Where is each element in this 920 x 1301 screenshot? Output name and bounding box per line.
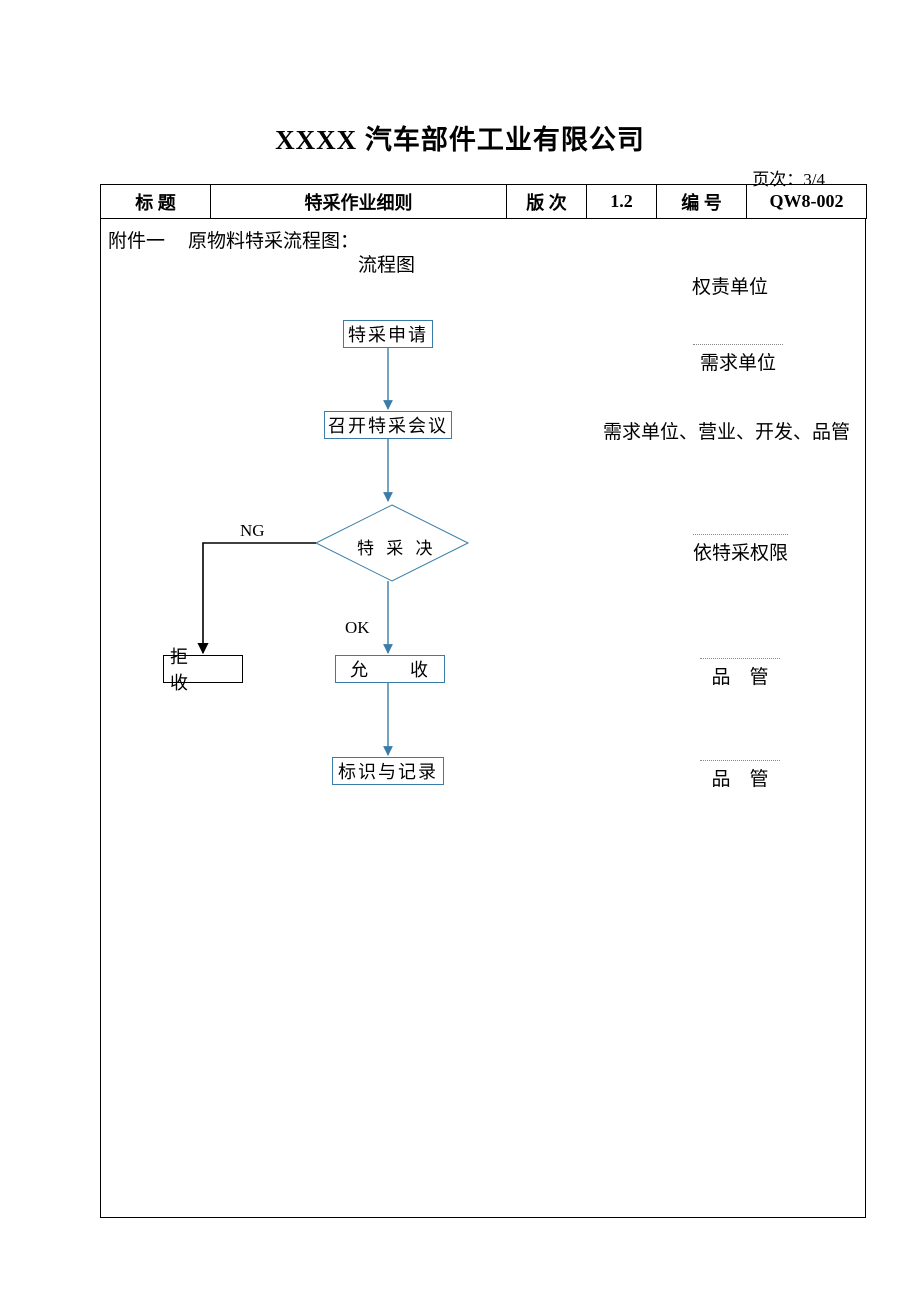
attachment-label: 附件一 xyxy=(108,226,165,253)
node-decision-label: 特 采 决 xyxy=(357,534,437,559)
node-meeting: 召开特采会议 xyxy=(324,411,452,439)
responsibility-heading: 权责单位 xyxy=(692,272,768,299)
node-apply: 特采申请 xyxy=(343,320,433,348)
resp-5: 品 管 xyxy=(700,760,780,791)
hdr-doc-value: QW8-002 xyxy=(747,185,867,219)
company-title: XXXX 汽车部件工业有限公司 xyxy=(0,118,920,157)
resp-3: 依特采权限 xyxy=(693,534,788,565)
resp-1: 需求单位 xyxy=(693,344,783,375)
hdr-title-value: 特采作业细则 xyxy=(211,185,507,219)
hdr-rev-value: 1.2 xyxy=(587,185,657,219)
node-reject: 拒 收 xyxy=(163,655,243,683)
node-record: 标识与记录 xyxy=(332,757,444,785)
node-accept: 允 收 xyxy=(335,655,445,683)
resp-2: 需求单位、营业、开发、品管 xyxy=(603,417,850,444)
hdr-title-label: 标 题 xyxy=(101,185,211,219)
edge-label-ok: OK xyxy=(345,618,370,638)
edge-label-ng: NG xyxy=(240,521,265,541)
hdr-doc-label: 编 号 xyxy=(657,185,747,219)
header-table: 标 题 特采作业细则 版 次 1.2 编 号 QW8-002 xyxy=(100,184,867,219)
hdr-rev-label: 版 次 xyxy=(507,185,587,219)
resp-4: 品 管 xyxy=(700,658,780,689)
flow-heading: 流程图 xyxy=(358,250,415,277)
page: XXXX 汽车部件工业有限公司 页次：3/4 标 题 特采作业细则 版 次 1.… xyxy=(0,0,920,1301)
attachment-title: 原物料特采流程图： xyxy=(188,226,359,253)
